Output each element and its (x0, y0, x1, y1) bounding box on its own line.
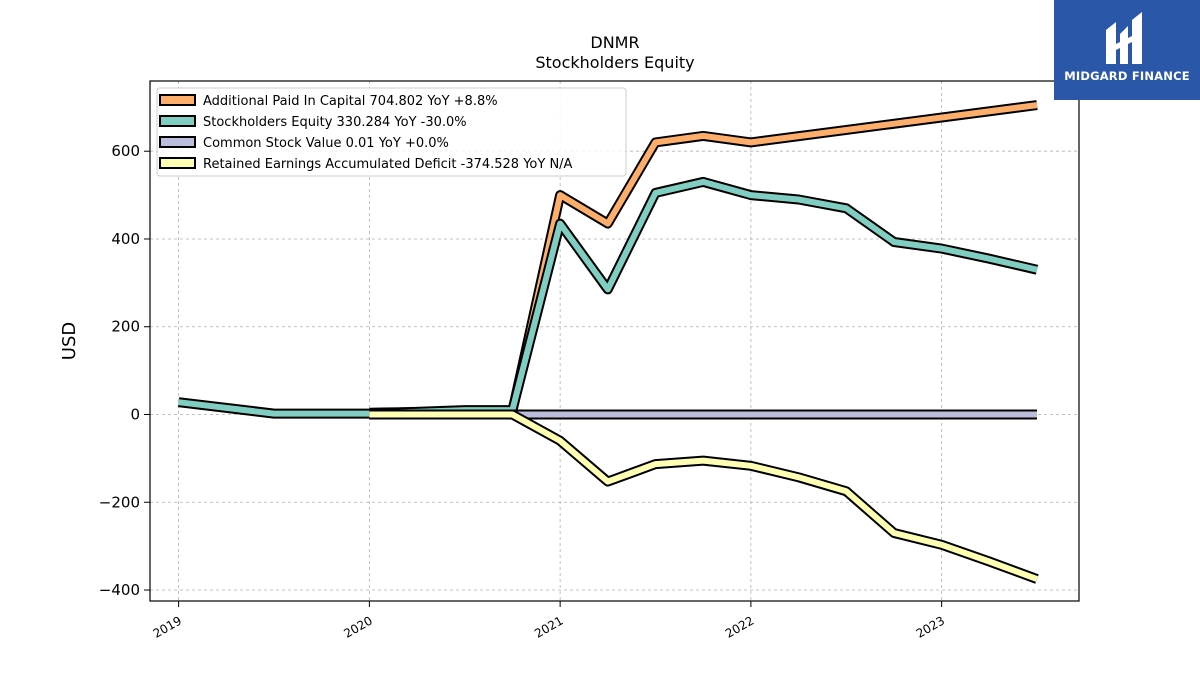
y-axis: −400 −200 0 200 400 600 (99, 142, 150, 599)
series-1-line (178, 176, 1039, 419)
legend-swatch (159, 94, 196, 106)
logo-text: MIDGARD FINANCE (1064, 69, 1190, 83)
legend-label: Retained Earnings Accumulated Deficit -3… (203, 157, 573, 172)
legend: Additional Paid In Capital 704.802 YoY +… (156, 87, 627, 177)
chart-subtitle: Stockholders Equity (535, 53, 694, 72)
legend-label: Stockholders Equity 330.284 YoY -30.0% (203, 115, 467, 130)
series-3-line (369, 409, 1039, 584)
y-tick-label: −400 (99, 581, 140, 599)
legend-item: Common Stock Value 0.01 YoY +0.0% (159, 136, 449, 151)
legend-swatch (159, 136, 196, 148)
x-axis: 2019 2020 2021 2022 2023 (151, 601, 947, 641)
y-tick-label: 200 (111, 318, 140, 336)
x-tick-label: 2020 (341, 613, 374, 640)
legend-box (156, 87, 627, 177)
x-tick-label: 2021 (532, 613, 565, 640)
y-tick-label: 400 (111, 230, 140, 248)
legend-item: Stockholders Equity 330.284 YoY -30.0% (159, 115, 467, 130)
series-lines (178, 100, 1039, 584)
legend-label: Additional Paid In Capital 704.802 YoY +… (203, 94, 498, 109)
x-tick-label: 2023 (914, 613, 947, 640)
y-tick-label: −200 (99, 493, 140, 511)
logo-mark-icon (1106, 12, 1142, 64)
x-tick-label: 2022 (723, 613, 756, 640)
y-tick-label: 0 (130, 406, 140, 424)
series-stroke (178, 178, 1038, 417)
series-outline (369, 409, 1039, 584)
legend-item: Retained Earnings Accumulated Deficit -3… (159, 157, 573, 172)
legend-swatch (159, 157, 196, 169)
y-tick-label: 600 (111, 142, 140, 160)
brand-logo: MIDGARD FINANCE (1054, 0, 1200, 100)
legend-item: Additional Paid In Capital 704.802 YoY +… (159, 94, 498, 109)
x-tick-label: 2019 (151, 613, 184, 640)
y-axis-label: USD (59, 322, 80, 360)
series-stroke (369, 411, 1039, 582)
plot-area-frame (149, 80, 1080, 602)
chart-title: DNMR (590, 33, 639, 52)
legend-label: Common Stock Value 0.01 YoY +0.0% (203, 136, 449, 151)
legend-swatch (159, 115, 196, 127)
